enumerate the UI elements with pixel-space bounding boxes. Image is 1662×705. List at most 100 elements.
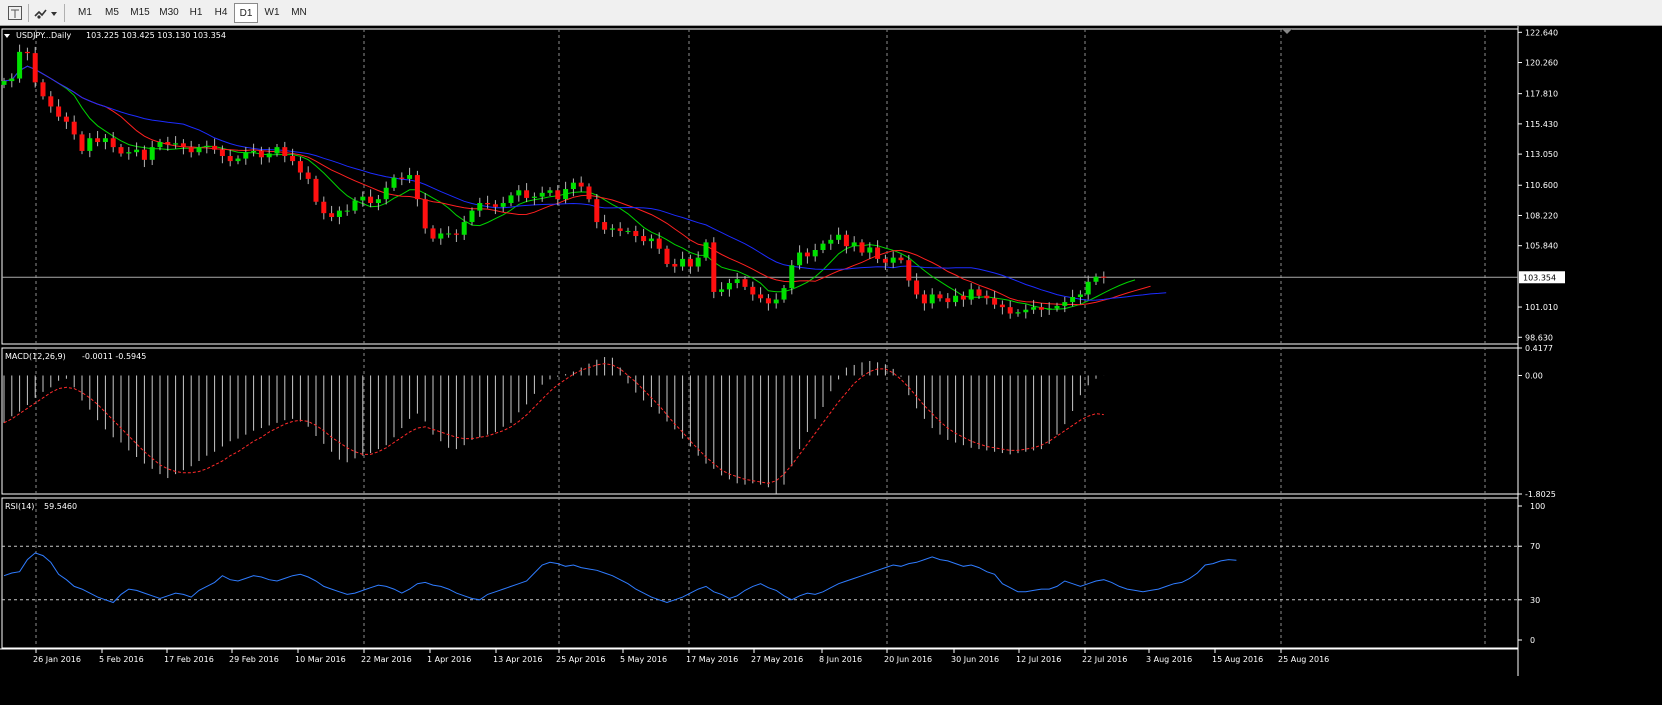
chart-area: 122.640 120.260 117.810 115.430 113.050 110.6…	[0, 26, 1565, 676]
candle-body	[953, 295, 959, 303]
candle-body	[641, 236, 647, 242]
candle-body	[500, 203, 506, 207]
candle-body	[438, 233, 444, 239]
date-tick-label: 30 Jun 2016	[951, 655, 999, 664]
candle-body	[274, 147, 280, 154]
price-tick-label: 110.600	[1525, 181, 1558, 190]
candle-body	[477, 203, 483, 211]
candle-body	[118, 147, 124, 154]
price-tick-label: 101.010	[1525, 303, 1558, 312]
chart-window-icon[interactable]	[6, 4, 24, 22]
candle-body	[71, 121, 77, 135]
candle-body	[820, 243, 826, 251]
rsi-tick-label: 100	[1530, 502, 1545, 511]
candle-body	[492, 204, 498, 207]
candle-body	[719, 289, 725, 292]
candle-body	[812, 250, 818, 257]
timeframe-m30-button[interactable]: M30	[159, 7, 179, 18]
candle-body	[40, 82, 46, 97]
macd-values: -0.0011 -0.5945	[82, 352, 146, 361]
date-tick-label: 12 Jul 2016	[1016, 655, 1061, 664]
candle-body	[258, 150, 264, 158]
candle-body	[687, 258, 693, 267]
candle-body	[188, 147, 194, 153]
candle-body	[313, 178, 319, 202]
candle-body	[282, 147, 288, 157]
candle-body	[63, 116, 69, 122]
candle-body	[609, 228, 615, 230]
price-tick-label: 108.220	[1525, 211, 1558, 220]
date-tick-label: 10 Mar 2016	[295, 655, 346, 664]
candle-body	[789, 265, 795, 289]
timeframe-mn-button[interactable]: MN	[291, 7, 307, 18]
timeframe-d1-button[interactable]: D1	[234, 3, 258, 23]
candle-body	[414, 175, 420, 200]
timeframe-m5-button[interactable]: M5	[105, 7, 119, 18]
candle-body	[578, 182, 584, 187]
candle-body	[633, 230, 639, 237]
candle-body	[235, 158, 241, 162]
candle-body	[711, 242, 717, 292]
drawing-tools-icon[interactable]	[32, 4, 60, 22]
candle-body	[251, 150, 257, 153]
candle-body	[656, 238, 662, 249]
candle-body	[24, 51, 30, 54]
candle-body	[828, 239, 834, 244]
candle-body	[859, 242, 865, 253]
candle-body	[446, 233, 452, 235]
candle-body	[149, 147, 155, 160]
pane-border	[1, 497, 1519, 649]
date-tick-label: 22 Jul 2016	[1082, 655, 1127, 664]
date-tick-label: 17 May 2016	[686, 655, 738, 664]
date-tick-label: 26 Jan 2016	[33, 655, 81, 664]
candle-body	[1101, 276, 1107, 278]
timeframe-h1-button[interactable]: H1	[189, 7, 203, 18]
rsi-tick-label: 0	[1530, 636, 1535, 645]
candle-body	[1015, 312, 1021, 314]
date-tick-label: 13 Apr 2016	[493, 655, 542, 664]
date-tick-label: 25 Aug 2016	[1278, 655, 1329, 664]
candle-body	[664, 248, 670, 264]
candle-body	[937, 294, 943, 299]
macd-tick-label: -1.8025	[1525, 490, 1556, 499]
candle-body	[929, 294, 935, 304]
rsi-title: RSI(14)	[5, 502, 34, 511]
ma-line-0	[3, 65, 1136, 310]
macd-signal-line	[3, 363, 1104, 484]
candle-body	[430, 228, 436, 239]
candle-body	[344, 210, 350, 212]
candle-body	[453, 233, 459, 235]
candle-body	[1093, 276, 1099, 282]
rsi-value: 59.5460	[44, 502, 77, 511]
candle-body	[921, 294, 927, 304]
candle-body	[1054, 305, 1060, 309]
date-tick-label: 5 Feb 2016	[99, 655, 144, 664]
candle-body	[485, 203, 491, 205]
candle-body	[758, 294, 764, 299]
candle-body	[79, 134, 85, 151]
candle-body	[1023, 309, 1029, 313]
candle-body	[1007, 307, 1013, 314]
date-tick-label: 20 Jun 2016	[884, 655, 932, 664]
candle-body	[157, 142, 163, 148]
chart-symbol-label: USDJPY...Daily	[16, 31, 72, 40]
rsi-line	[3, 552, 1237, 604]
timeframe-w1-button[interactable]: W1	[264, 7, 280, 18]
candle-body	[1038, 307, 1044, 310]
chart-menu-icon	[4, 34, 10, 38]
rsi-tick-label: 70	[1530, 542, 1540, 551]
candle-body	[141, 149, 147, 160]
candle-body	[266, 153, 272, 158]
candle-body	[375, 199, 381, 204]
candle-body	[695, 257, 701, 267]
toolbar-separator	[28, 4, 29, 22]
candle-body	[422, 199, 428, 229]
candle-body	[204, 145, 210, 148]
timeframe-m1-button[interactable]: M1	[78, 7, 92, 18]
timeframe-h4-button[interactable]: H4	[214, 7, 228, 18]
candle-body	[516, 190, 522, 196]
candle-body	[797, 252, 803, 266]
timeframe-m15-button[interactable]: M15	[130, 7, 150, 18]
macd-tick-label: 0.00	[1525, 371, 1543, 380]
candle-body	[243, 152, 249, 159]
